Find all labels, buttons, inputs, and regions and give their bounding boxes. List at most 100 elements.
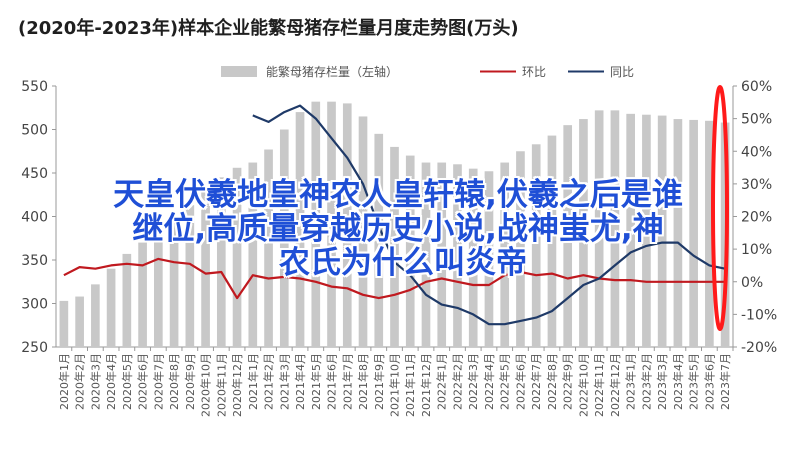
bar <box>248 162 258 347</box>
bar <box>327 101 336 347</box>
bar <box>232 167 242 347</box>
bar <box>500 162 510 347</box>
overlay-line-3: 农氏为什么叫炎帝 <box>279 245 527 281</box>
bar <box>122 253 132 347</box>
overlay-line-2: 继位,高质量穿越历史小说,战神蚩尤,神 <box>132 211 664 247</box>
bar <box>626 113 635 347</box>
overlay-line-1: 天皇伏羲地皇神农人皇轩辕,伏羲之后是谁 <box>113 177 683 213</box>
bar <box>185 205 195 347</box>
x-tick-label: 2020年4月 <box>104 353 118 410</box>
x-tick-label: 2021年3月 <box>277 353 291 410</box>
bar <box>642 114 651 348</box>
bar <box>374 133 384 347</box>
line-series-mom <box>252 104 726 326</box>
bar <box>358 116 368 347</box>
x-tick-label: 2020年5月 <box>120 353 134 410</box>
bar <box>390 146 399 347</box>
x-tick-label: 2021年12月 <box>419 353 433 417</box>
x-tick-label: 2020年9月 <box>183 353 197 410</box>
bar <box>311 101 321 347</box>
x-tick-label: 2020年6月 <box>136 353 150 410</box>
x-tick-label: 2021年2月 <box>262 353 276 410</box>
bar <box>453 164 462 347</box>
bar <box>342 103 352 348</box>
overlay-text: 天皇伏羲地皇神农人皇轩辕,伏羲之后是谁 继位,高质量穿越历史小说,战神蚩尤,神 … <box>0 178 796 280</box>
bar <box>138 242 147 347</box>
x-tick-label: 2020年3月 <box>88 353 102 410</box>
x-tick-label: 2021年8月 <box>356 353 370 410</box>
x-tick-label: 2022年8月 <box>545 353 559 410</box>
y-left-tick-label: 400 <box>21 210 48 226</box>
y-right-tick-label: 60% <box>741 79 772 95</box>
legend-label-mom: 同比 <box>610 65 634 79</box>
x-tick-label: 2022年4月 <box>482 353 496 410</box>
highlight-ellipse <box>711 85 729 331</box>
bar <box>547 135 557 347</box>
bar <box>216 177 226 347</box>
x-tick-label: 2021年1月 <box>246 353 260 410</box>
legend-label-bar: 能繁母猪存栏量（左轴） <box>266 64 398 79</box>
bar <box>279 129 289 347</box>
x-tick-label: 2021年4月 <box>293 353 307 410</box>
bar <box>516 151 525 347</box>
x-tick-label: 2020年2月 <box>73 353 87 410</box>
y-right-tick-label: 20% <box>741 210 772 226</box>
x-tick-label: 2021年7月 <box>340 353 354 410</box>
line-series-yoy <box>63 257 726 300</box>
bar <box>264 149 273 347</box>
chart-title: (2020年-2023年)样本企业能繁母猪存栏量月度走势图(万头) <box>18 18 519 39</box>
y-right-tick-label: 40% <box>741 144 772 160</box>
bar <box>405 155 415 347</box>
bar <box>169 216 179 347</box>
y-left-tick-label: 250 <box>21 340 48 356</box>
x-tick-label: 2022年2月 <box>450 353 464 410</box>
x-tick-label: 2021年5月 <box>309 353 323 410</box>
x-tick-label: 2023年4月 <box>671 353 685 410</box>
y-right-tick-label: -10% <box>741 307 777 323</box>
x-tick-label: 2022年5月 <box>498 353 512 410</box>
y-right-tick-label: -20% <box>741 340 777 356</box>
bar <box>531 144 541 347</box>
y-right-tick-label: 30% <box>741 177 772 193</box>
y-left-tick-label: 300 <box>21 297 48 313</box>
x-tick-label: 2020年12月 <box>230 353 244 417</box>
bar <box>154 229 163 347</box>
y-left-tick-label: 450 <box>21 166 48 182</box>
x-tick-label: 2022年12月 <box>608 353 622 417</box>
bar <box>91 284 100 347</box>
x-tick-label: 2023年7月 <box>718 353 732 410</box>
bar <box>689 119 698 348</box>
x-tick-label: 2022年1月 <box>435 353 449 410</box>
x-tick-label: 2023年5月 <box>687 353 701 410</box>
bar <box>705 120 714 347</box>
x-tick-label: 2022年9月 <box>561 353 575 410</box>
x-tick-label: 2020年8月 <box>167 353 181 410</box>
bar <box>421 162 431 347</box>
y-right-tick-label: 10% <box>741 242 772 258</box>
y-left-tick-label: 350 <box>21 253 48 269</box>
y-left-tick-label: 550 <box>21 79 48 95</box>
bar <box>484 171 494 347</box>
x-tick-label: 2020年11月 <box>214 353 228 417</box>
bar <box>437 162 447 347</box>
x-tick-label: 2022年11月 <box>592 353 606 417</box>
legend: 能繁母猪存栏量（左轴） 环比 同比 <box>221 64 634 79</box>
x-tick-label: 2022年7月 <box>529 353 543 410</box>
bar <box>610 110 620 347</box>
x-tick-label: 2021年11月 <box>403 353 417 417</box>
bar <box>594 110 604 347</box>
x-tick-label: 2022年3月 <box>466 353 480 410</box>
bar <box>468 168 478 347</box>
x-tick-label: 2023年1月 <box>624 353 638 410</box>
bar <box>106 268 116 347</box>
y-left-tick-label: 500 <box>21 123 48 139</box>
bar <box>201 190 210 347</box>
x-tick-label: 2020年10月 <box>199 353 213 417</box>
bar <box>75 296 84 347</box>
bar <box>657 115 667 347</box>
y-right-tick-label: 0% <box>741 275 763 291</box>
x-tick-label: 2023年2月 <box>639 353 653 410</box>
x-tick-label: 2020年7月 <box>151 353 165 410</box>
x-tick-label: 2021年10月 <box>388 353 402 417</box>
